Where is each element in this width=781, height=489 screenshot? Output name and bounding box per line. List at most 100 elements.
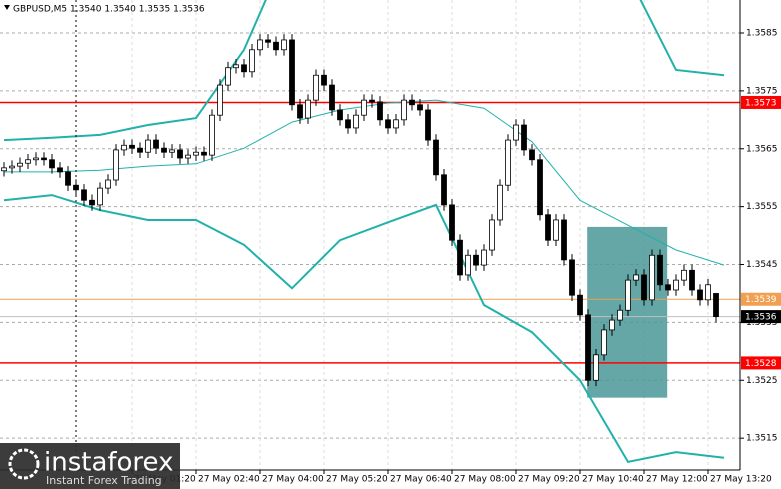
level-label-box: [741, 95, 781, 109]
logo-icon: [8, 448, 40, 480]
candle-body: [577, 294, 583, 316]
candle-body: [521, 124, 527, 151]
x-tick-label: 27 May 04:00: [262, 475, 324, 485]
level-label: 1.3536: [745, 313, 777, 323]
candle-body: [673, 279, 679, 291]
level-label-box: [741, 292, 781, 306]
candle-body: [393, 119, 399, 129]
logo-box: [0, 443, 180, 489]
candle-body: [345, 119, 351, 129]
candle-body: [257, 39, 263, 51]
candle-body: [65, 171, 71, 186]
y-tick-label: 1.3565: [746, 144, 778, 154]
x-tick-label: 27 May 13:20: [710, 475, 772, 485]
candle-body: [33, 157, 39, 161]
candle-body: [169, 149, 175, 153]
candle-body: [569, 259, 575, 296]
logo-name: instaforex: [44, 448, 173, 478]
candle-body: [225, 67, 231, 86]
candle-body: [473, 254, 479, 266]
candle-body: [297, 104, 303, 119]
candle-body: [369, 99, 375, 103]
candle-body: [409, 99, 415, 106]
candle-body: [137, 147, 143, 153]
highlight-zone: [587, 226, 668, 398]
candle-body: [97, 187, 103, 206]
candle-body: [49, 159, 55, 169]
y-tick-label: 1.3525: [746, 376, 778, 386]
candle-body: [289, 39, 295, 106]
candle-body: [153, 139, 159, 149]
candle-body: [305, 99, 311, 119]
candle-body: [481, 249, 487, 266]
candle-body: [161, 147, 167, 153]
candle-body: [441, 174, 447, 206]
candle-body: [209, 114, 215, 156]
candle-body: [353, 114, 359, 129]
candle-body: [697, 289, 703, 301]
candle-body: [617, 309, 623, 321]
candle-body: [233, 64, 239, 69]
x-tick-label: 27 May 09:20: [518, 475, 580, 485]
candle-body: [121, 144, 127, 151]
candle-body: [593, 354, 599, 381]
candle-body: [633, 274, 639, 281]
candle-body: [433, 139, 439, 176]
candle-body: [625, 279, 631, 311]
candle-body: [705, 284, 711, 301]
candle-body: [313, 74, 319, 101]
level-label-box: [741, 356, 781, 370]
candle-body: [25, 159, 31, 164]
candle-body: [321, 74, 327, 86]
level-label: 1.3539: [745, 295, 777, 305]
y-tick-label: 1.3575: [746, 86, 778, 96]
candle-body: [681, 269, 687, 281]
band-line: [3, 0, 725, 142]
x-tick-label: 27 May 10:40: [582, 475, 644, 485]
candle-body: [9, 165, 15, 169]
candle-body: [329, 84, 335, 111]
candle-body: [361, 99, 367, 116]
candle-body: [105, 179, 111, 189]
candle-body: [465, 254, 471, 276]
candle-body: [657, 254, 663, 286]
x-tick-label: 27 May 08:00: [454, 475, 516, 485]
y-tick-label: 1.3555: [746, 202, 778, 212]
candle-body: [17, 162, 23, 167]
candle-body: [553, 219, 559, 241]
candle-body: [177, 149, 183, 159]
candle-body: [265, 39, 271, 43]
candle-body: [281, 39, 287, 51]
candle-body: [713, 293, 719, 318]
candle-body: [425, 109, 431, 141]
candle-body: [81, 189, 87, 201]
band-line: [3, 194, 725, 464]
candle-body: [41, 157, 47, 161]
x-tick-label: 27 May 05:20: [326, 475, 388, 485]
candle-body: [513, 124, 519, 141]
x-tick-label: 27 May 06:40: [390, 475, 452, 485]
candle-body: [273, 41, 279, 51]
candle-body: [145, 139, 151, 153]
x-tick-label: 27 May 02:40: [198, 475, 260, 485]
candle-body: [129, 144, 135, 149]
title-icon: [4, 5, 10, 10]
candle-body: [529, 149, 535, 161]
level-label: 1.3528: [745, 359, 777, 369]
candle-body: [1, 167, 7, 172]
candle-body: [89, 199, 95, 206]
candle-body: [337, 109, 343, 121]
candle-body: [377, 101, 383, 121]
candle-body: [57, 167, 63, 173]
y-tick-label: 1.3515: [746, 434, 778, 444]
candle-body: [113, 149, 119, 181]
candle-body: [217, 84, 223, 116]
candle-body: [561, 219, 567, 261]
candle-body: [505, 139, 511, 186]
candle-body: [689, 269, 695, 291]
candle-body: [601, 329, 607, 356]
candle-body: [417, 104, 423, 111]
candle-body: [489, 219, 495, 251]
candle-body: [649, 254, 655, 301]
